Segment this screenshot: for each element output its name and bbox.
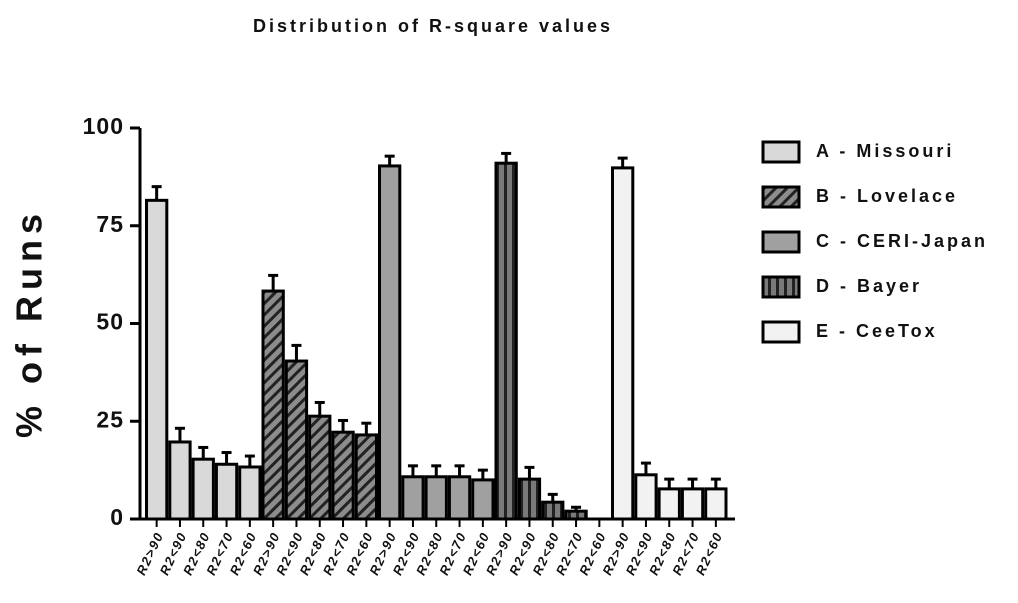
error-bar xyxy=(221,451,232,465)
bar xyxy=(145,198,169,521)
error-bar xyxy=(431,464,442,477)
bar xyxy=(517,477,542,521)
bar xyxy=(191,457,215,521)
error-bar xyxy=(617,156,628,168)
error-bar xyxy=(151,185,162,201)
error-bar xyxy=(361,421,372,435)
bar xyxy=(308,414,332,521)
legend-swatch xyxy=(761,275,801,299)
bar xyxy=(471,478,495,521)
bar xyxy=(680,487,705,521)
error-bar xyxy=(477,468,488,480)
error-bar xyxy=(314,400,325,417)
error-bar xyxy=(687,477,698,489)
bar xyxy=(704,487,728,521)
bar xyxy=(261,289,285,521)
bar xyxy=(401,475,425,521)
legend-label: E - CeeTox xyxy=(816,321,938,341)
bar xyxy=(494,161,518,521)
legend-label: B - Lovelace xyxy=(816,186,958,206)
error-bar xyxy=(547,492,558,503)
chart-title: Distribution of R-square values xyxy=(253,16,613,36)
error-bar xyxy=(244,454,255,467)
bar xyxy=(634,473,658,521)
legend-label: D - Bayer xyxy=(816,276,922,296)
error-bar xyxy=(524,465,535,480)
bar xyxy=(378,164,402,521)
error-bar xyxy=(571,505,582,512)
legend-label: C - CERI-Japan xyxy=(816,231,988,251)
bar xyxy=(564,509,588,521)
error-bar xyxy=(454,464,465,477)
error-bar xyxy=(640,461,651,475)
error-bar xyxy=(198,445,209,460)
bar xyxy=(354,433,379,521)
error-bar xyxy=(268,273,279,292)
y-tick-label: 50 xyxy=(96,309,124,335)
y-tick-label: 100 xyxy=(83,113,124,139)
bar xyxy=(447,475,472,521)
bar xyxy=(214,462,239,521)
bar xyxy=(611,166,635,521)
bar xyxy=(168,440,192,521)
y-tick-label: 75 xyxy=(96,211,124,237)
bar xyxy=(238,465,262,521)
error-bar xyxy=(338,418,349,433)
error-bar xyxy=(664,477,675,489)
bar xyxy=(331,430,355,521)
y-tick-label: 25 xyxy=(96,406,124,432)
y-tick-label: 0 xyxy=(110,504,124,530)
bar xyxy=(657,487,681,521)
legend-swatch xyxy=(761,230,801,254)
y-axis-label: % of Runs xyxy=(9,208,50,438)
error-bar xyxy=(174,426,185,442)
legend-swatch xyxy=(761,185,801,209)
error-bar xyxy=(407,464,418,477)
error-bar xyxy=(384,154,395,166)
error-bar xyxy=(710,477,721,489)
error-bar xyxy=(501,151,512,164)
legend-swatch xyxy=(761,320,801,344)
legend-label: A - Missouri xyxy=(816,141,954,161)
error-bar xyxy=(291,343,302,362)
bar xyxy=(284,359,309,521)
legend-swatch xyxy=(761,140,801,164)
bar xyxy=(541,500,565,521)
bar xyxy=(424,475,448,521)
